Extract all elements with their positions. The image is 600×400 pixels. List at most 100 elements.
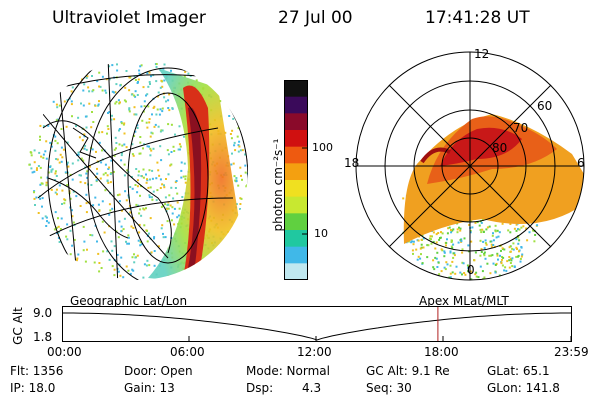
status-glat: GLat: 65.1 xyxy=(487,364,550,378)
speckle-dot xyxy=(143,208,146,211)
speckle-dot xyxy=(483,254,486,257)
speckle-dot xyxy=(120,121,123,124)
speckle-dot xyxy=(152,147,155,150)
speckle-dot xyxy=(456,228,459,231)
xtick-1800: 18:00 xyxy=(424,345,459,359)
speckle-dot xyxy=(45,225,48,227)
speckle-dot xyxy=(159,130,162,133)
speckle-dot xyxy=(75,125,77,128)
speckle-dot xyxy=(515,255,518,258)
speckle-dot xyxy=(111,207,114,210)
speckle-dot xyxy=(232,162,235,165)
speckle-dot xyxy=(516,248,518,250)
speckle-dot xyxy=(238,145,241,148)
speckle-dot xyxy=(126,242,129,245)
speckle-dot xyxy=(111,114,113,117)
speckle-dot xyxy=(150,75,152,78)
speckle-dot xyxy=(158,113,161,116)
speckle-dot xyxy=(33,190,36,193)
speckle-dot xyxy=(462,262,465,265)
speckle-dot xyxy=(130,93,133,96)
time-label: 17:41:28 UT xyxy=(425,8,530,28)
speckle-dot xyxy=(91,111,93,113)
speckle-dot xyxy=(486,280,488,282)
speckle-dot xyxy=(107,168,110,170)
speckle-dot xyxy=(127,234,130,237)
speckle-dot xyxy=(131,153,134,156)
speckle-dot xyxy=(133,106,136,109)
speckle-dot xyxy=(170,123,173,126)
speckle-dot xyxy=(178,207,181,210)
speckle-dot xyxy=(151,198,154,201)
speckle-dot xyxy=(170,151,173,153)
speckle-dot xyxy=(83,147,86,150)
speckle-dot xyxy=(77,159,80,162)
speckle-dot xyxy=(83,135,86,138)
speckle-dot xyxy=(175,180,178,182)
speckle-dot xyxy=(92,89,95,92)
speckle-dot xyxy=(94,104,97,107)
speckle-dot xyxy=(184,70,187,73)
speckle-dot xyxy=(170,219,173,222)
speckle-dot xyxy=(422,246,425,249)
speckle-dot xyxy=(97,203,100,206)
speckle-dot xyxy=(131,143,134,146)
speckle-dot xyxy=(147,186,150,189)
speckle-dot xyxy=(173,207,176,210)
speckle-dot xyxy=(484,239,487,242)
speckle-dot xyxy=(481,270,484,273)
speckle-dot xyxy=(77,116,80,119)
speckle-dot xyxy=(168,109,171,112)
speckle-dot xyxy=(463,272,466,274)
speckle-dot xyxy=(140,105,143,108)
speckle-dot xyxy=(434,256,437,259)
speckle-dot xyxy=(71,244,74,247)
speckle-dot xyxy=(98,131,101,134)
speckle-dot xyxy=(452,256,455,259)
speckle-dot xyxy=(119,84,122,87)
speckle-dot xyxy=(148,169,151,172)
speckle-dot xyxy=(480,251,483,253)
speckle-dot xyxy=(237,144,240,147)
colorbar-band xyxy=(284,263,308,280)
speckle-dot xyxy=(122,276,125,279)
speckle-dot xyxy=(195,79,198,82)
speckle-dot xyxy=(50,169,53,172)
speckle-dot xyxy=(82,104,85,107)
speckle-dot xyxy=(245,185,248,188)
speckle-dot xyxy=(93,261,96,264)
speckle-dot xyxy=(128,242,130,245)
speckle-dot xyxy=(134,79,137,81)
speckle-dot xyxy=(56,232,59,235)
speckle-dot xyxy=(171,206,174,209)
speckle-dot xyxy=(447,227,450,230)
speckle-dot xyxy=(123,99,126,102)
speckle-dot xyxy=(228,115,231,117)
speckle-dot xyxy=(54,211,57,214)
speckle-dot xyxy=(176,201,179,204)
speckle-dot xyxy=(454,272,457,275)
speckle-dot xyxy=(58,104,61,107)
speckle-dot xyxy=(103,231,106,234)
speckle-dot xyxy=(148,121,151,124)
speckle-dot xyxy=(42,156,45,159)
speckle-dot xyxy=(56,158,59,161)
speckle-dot xyxy=(470,278,473,280)
speckle-dot xyxy=(495,278,498,280)
speckle-dot xyxy=(54,191,57,194)
speckle-dot xyxy=(500,249,502,252)
speckle-dot xyxy=(169,164,172,167)
speckle-dot xyxy=(135,168,138,170)
speckle-dot xyxy=(183,162,186,165)
speckle-dot xyxy=(37,212,40,214)
speckle-dot xyxy=(501,264,504,267)
speckle-dot xyxy=(450,231,453,234)
speckle-dot xyxy=(517,228,519,231)
speckle-dot xyxy=(58,161,61,164)
speckle-dot xyxy=(451,229,454,232)
speckle-dot xyxy=(513,266,516,268)
speckle-dot xyxy=(66,161,69,164)
speckle-dot xyxy=(77,253,80,256)
speckle-dot xyxy=(106,125,109,128)
speckle-dot xyxy=(54,139,57,142)
